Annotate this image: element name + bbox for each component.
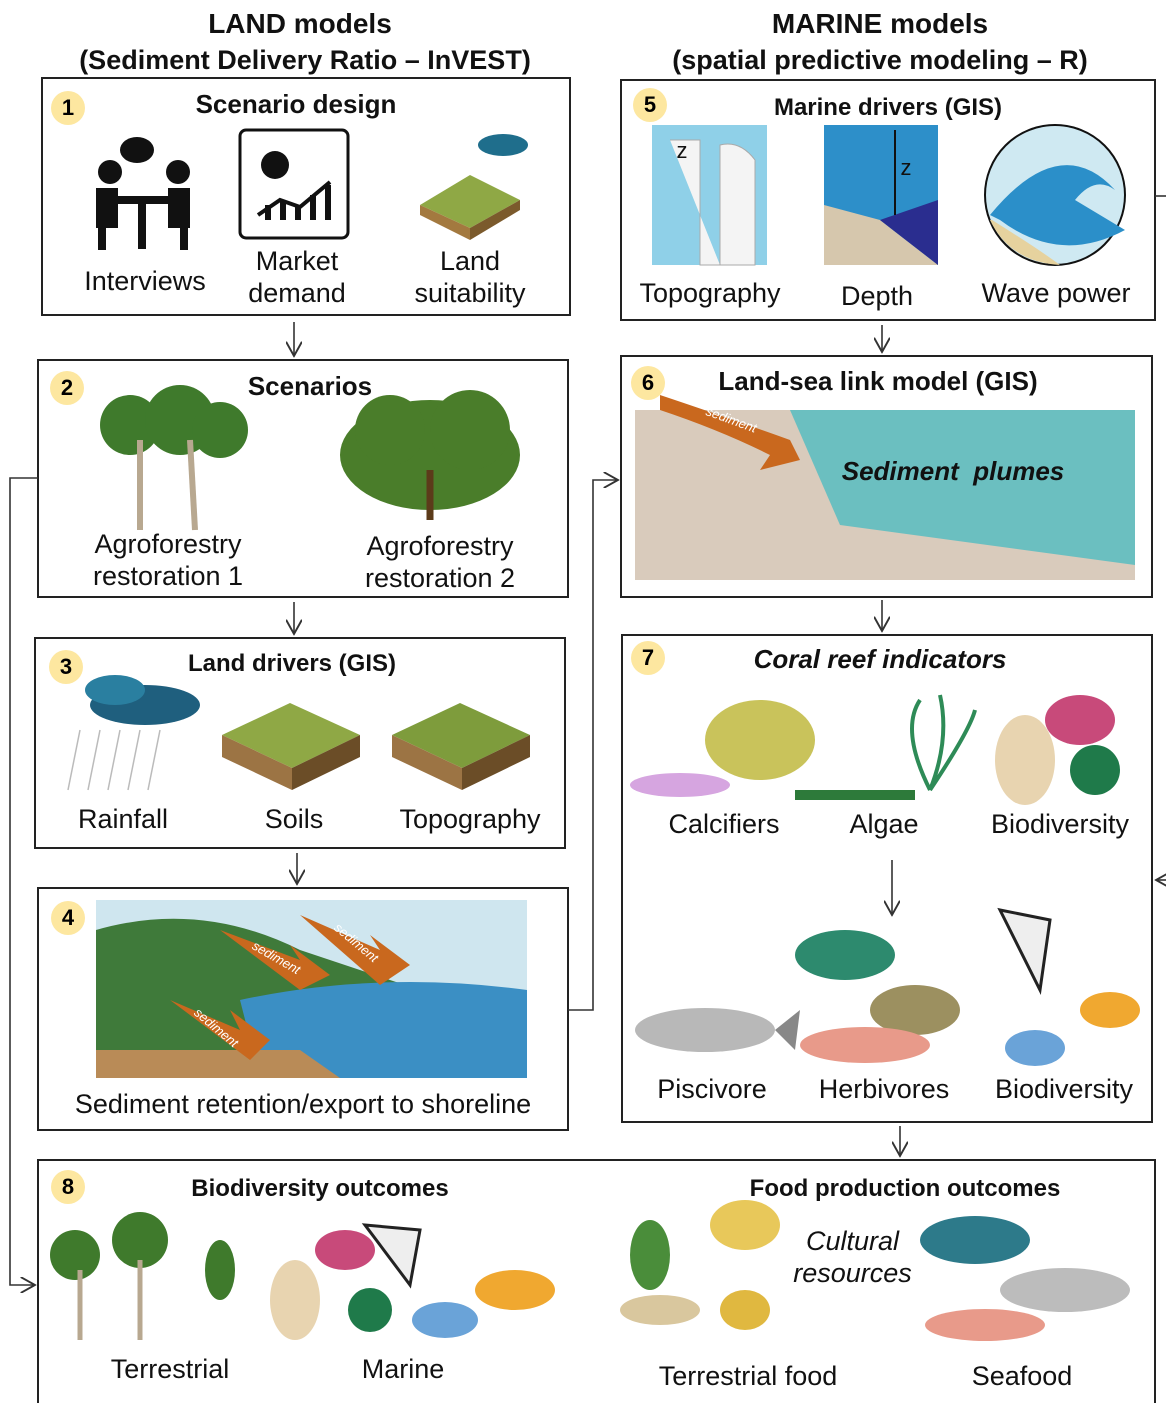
- label: Marine: [333, 1353, 473, 1385]
- caption: Sediment retention/export to shoreline: [43, 1088, 563, 1120]
- column-title: LAND models: [130, 8, 470, 40]
- step-number: 5: [633, 88, 667, 122]
- step-number: 6: [631, 366, 665, 400]
- label: Wave power: [966, 277, 1146, 309]
- annotation: z: [896, 152, 916, 184]
- step-number: 8: [51, 1170, 85, 1204]
- annotation: Cultural resources: [775, 1225, 930, 1289]
- box-title: Land-sea link model (GIS): [698, 365, 1058, 397]
- label: Piscivore: [637, 1073, 787, 1105]
- label: Algae: [814, 808, 954, 840]
- label: Topography: [625, 277, 795, 309]
- label: Land suitability: [400, 245, 540, 309]
- label: Biodiversity: [975, 808, 1145, 840]
- box-title: Scenarios: [160, 370, 460, 402]
- label: Agroforestry restoration 1: [58, 528, 278, 592]
- label: Market demand: [232, 245, 362, 309]
- box-title: Marine drivers (GIS): [738, 92, 1038, 124]
- column-title: MARINE models: [710, 8, 1050, 40]
- column-subtitle: (spatial predictive modeling – R): [615, 44, 1145, 76]
- label: Agroforestry restoration 2: [330, 530, 550, 594]
- label: Interviews: [65, 265, 225, 297]
- box-title: Coral reef indicators: [730, 643, 1030, 675]
- box-title: Biodiversity outcomes: [160, 1173, 480, 1205]
- box-title: Scenario design: [146, 88, 446, 120]
- step-number: 3: [49, 650, 83, 684]
- step-number: 7: [631, 641, 665, 675]
- label: Terrestrial: [90, 1353, 250, 1385]
- label: Rainfall: [48, 803, 198, 835]
- label: Soils: [219, 803, 369, 835]
- label: Terrestrial food: [638, 1360, 858, 1392]
- label: Herbivores: [804, 1073, 964, 1105]
- box-title: Land drivers (GIS): [142, 648, 442, 680]
- label: Topography: [380, 803, 560, 835]
- step-number: 2: [50, 371, 84, 405]
- box-title: Food production outcomes: [715, 1173, 1095, 1205]
- column-subtitle: (Sediment Delivery Ratio – InVEST): [40, 44, 570, 76]
- label: Calcifiers: [644, 808, 804, 840]
- figure: LAND models (Sediment Delivery Ratio – I…: [0, 0, 1166, 1403]
- label: Biodiversity: [979, 1073, 1149, 1105]
- label: Seafood: [952, 1360, 1092, 1392]
- annotation: Sediment plumes: [813, 455, 1093, 487]
- label: Depth: [812, 280, 942, 312]
- annotation: z: [672, 135, 692, 167]
- step-number: 1: [51, 91, 85, 125]
- step-number: 4: [51, 901, 85, 935]
